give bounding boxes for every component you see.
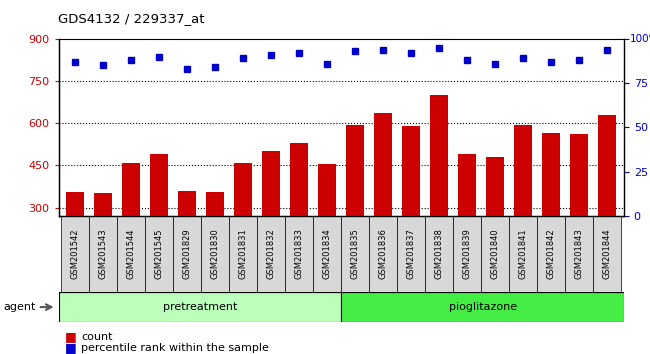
Bar [509,216,537,292]
Text: 100%: 100% [630,34,650,44]
Bar [66,192,84,292]
Text: pioglitazone: pioglitazone [448,302,517,312]
Text: GSM201543: GSM201543 [99,229,108,279]
Text: GSM201843: GSM201843 [575,229,584,279]
Bar [174,216,202,292]
Bar [150,154,168,292]
Bar [318,164,336,292]
Bar [341,216,369,292]
Bar [369,216,397,292]
Text: GSM201829: GSM201829 [183,229,192,279]
Bar [234,162,252,292]
Bar [58,292,341,322]
Bar [94,194,112,292]
Bar [206,192,224,292]
Text: GSM201545: GSM201545 [155,229,164,279]
Text: GSM201835: GSM201835 [351,229,359,279]
Text: ■: ■ [65,331,77,343]
Text: GSM201841: GSM201841 [519,229,528,279]
Bar [89,216,117,292]
Bar [453,216,481,292]
Bar [514,125,532,292]
Text: GSM201833: GSM201833 [294,229,304,279]
Bar [202,216,229,292]
Text: pretreatment: pretreatment [162,302,237,312]
Text: agent: agent [3,302,36,312]
Bar [346,125,365,292]
Bar [486,157,504,292]
Bar [341,292,624,322]
Bar [537,216,566,292]
Bar [598,115,616,292]
Text: count: count [81,332,112,342]
Bar [229,216,257,292]
Bar [122,162,140,292]
Bar [285,216,313,292]
Bar [313,216,341,292]
Bar [481,216,509,292]
Text: GSM201834: GSM201834 [323,229,332,279]
Text: GSM201830: GSM201830 [211,229,220,279]
Text: GSM201832: GSM201832 [266,229,276,279]
Text: GSM201844: GSM201844 [603,229,612,279]
Text: percentile rank within the sample: percentile rank within the sample [81,343,269,353]
Bar [570,135,588,292]
Text: GSM201542: GSM201542 [71,229,80,279]
Text: GSM201838: GSM201838 [435,229,444,279]
Bar [397,216,425,292]
Bar [542,133,560,292]
Bar [402,126,421,292]
Bar [593,216,621,292]
Text: GDS4132 / 229337_at: GDS4132 / 229337_at [58,12,205,25]
Bar [262,151,280,292]
Text: GSM201544: GSM201544 [127,229,136,279]
Bar [178,191,196,292]
Bar [458,154,476,292]
Bar [566,216,593,292]
Bar [290,143,308,292]
Text: ■: ■ [65,341,77,354]
Text: GSM201842: GSM201842 [547,229,556,279]
Bar [430,95,448,292]
Bar [374,113,393,292]
Text: GSM201837: GSM201837 [407,229,416,279]
Text: GSM201839: GSM201839 [463,229,472,279]
Text: GSM201836: GSM201836 [379,229,388,279]
Bar [146,216,174,292]
Bar [257,216,285,292]
Text: GSM201840: GSM201840 [491,229,500,279]
Bar [61,216,89,292]
Bar [117,216,146,292]
Text: GSM201831: GSM201831 [239,229,248,279]
Bar [425,216,453,292]
